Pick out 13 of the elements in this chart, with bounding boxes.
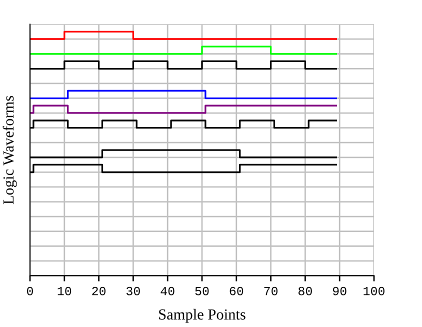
x-tick-label: 60 (230, 286, 244, 296)
x-tick-label: 100 (364, 286, 384, 296)
x-tick-label: 20 (92, 286, 106, 296)
x-tick-label: 40 (160, 286, 174, 296)
x-tick-label: 50 (195, 286, 209, 296)
y-axis-title: Logic Waveforms (2, 96, 17, 204)
x-tick-label: 10 (58, 286, 72, 296)
x-tick-label: 90 (332, 286, 346, 296)
x-tick-label: 80 (298, 286, 312, 296)
x-tick-label: 30 (126, 286, 140, 296)
x-tick-label: 70 (264, 286, 278, 296)
x-tick-label: 0 (27, 286, 33, 296)
x-axis-title: Sample Points (159, 308, 246, 323)
